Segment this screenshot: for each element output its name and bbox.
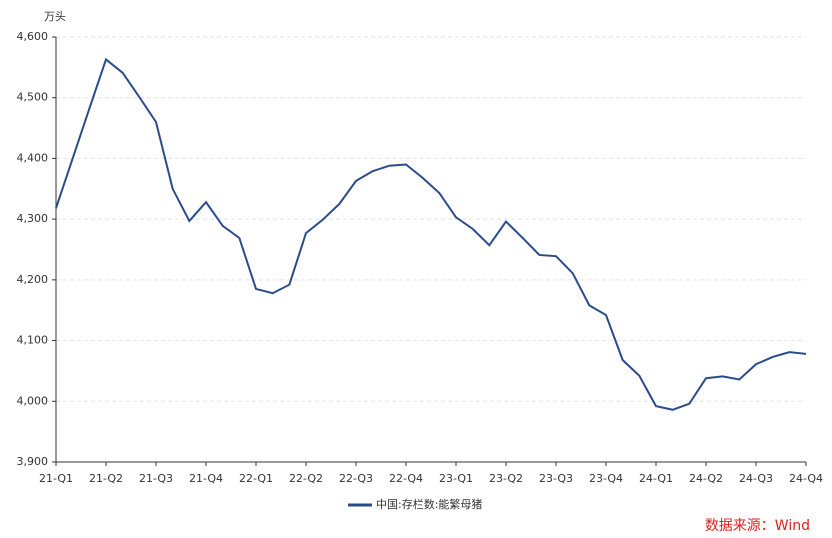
y-tick-label: 4,500 (17, 91, 49, 104)
line (55, 57, 807, 411)
y-tick-label: 4,200 (17, 273, 49, 286)
x-tick-label: 24-Q1 (639, 472, 673, 485)
y-tick-label: 4,100 (17, 334, 49, 347)
x-tick-label: 22-Q3 (339, 472, 373, 485)
y-tick-label: 4,600 (17, 30, 49, 43)
y-tick-label: 3,900 (17, 455, 49, 468)
y-tick-label: 4,400 (17, 151, 49, 164)
legend-label: 中国:存栏数:能繁母猪 (376, 497, 482, 511)
x-tick-label: 24-Q3 (739, 472, 773, 485)
x-tick-label: 21-Q1 (39, 472, 73, 485)
x-tick-label: 22-Q2 (289, 472, 323, 485)
x-tick-label: 22-Q4 (389, 472, 423, 485)
x-tick-label: 24-Q4 (789, 472, 823, 485)
x-tick-label: 22-Q1 (239, 472, 273, 485)
x-tick-label: 21-Q2 (89, 472, 123, 485)
x-tick-label: 23-Q3 (539, 472, 573, 485)
x-tick-label: 24-Q2 (689, 472, 723, 485)
y-tick-label: 4,300 (17, 212, 49, 225)
x-tick-label: 23-Q4 (589, 472, 623, 485)
x-tick-label: 23-Q2 (489, 472, 523, 485)
x-tick-label: 21-Q4 (189, 472, 223, 485)
y-unit: 万头 (44, 10, 66, 23)
x-tick-label: 21-Q3 (139, 472, 173, 485)
x-tick-label: 23-Q1 (439, 472, 473, 485)
source: 数据来源：Wind (705, 518, 810, 534)
y-tick-label: 4,000 (17, 394, 49, 407)
